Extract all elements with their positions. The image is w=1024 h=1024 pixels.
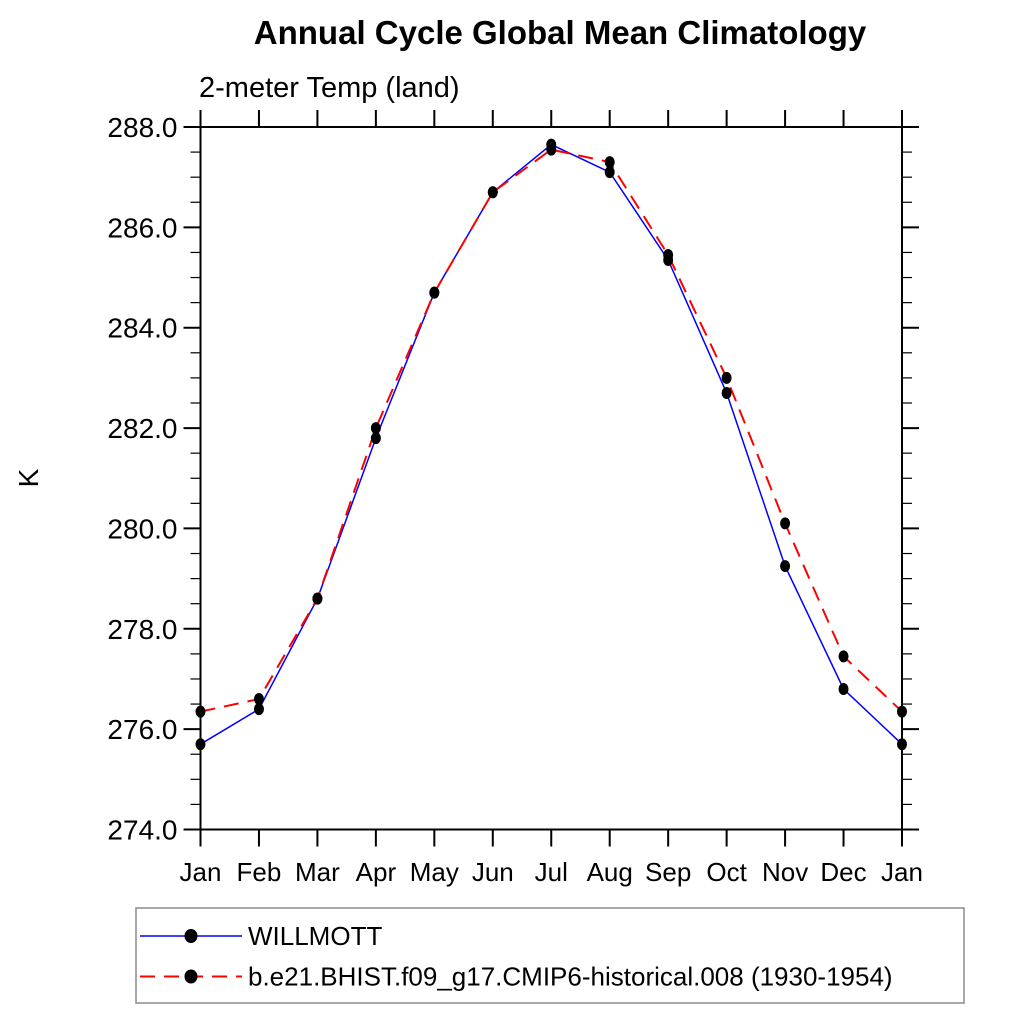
data-point-marker (312, 592, 323, 605)
x-tick-label: Nov (762, 857, 808, 887)
legend: WILLMOTT b.e21.BHIST.f09_g17.CMIP6-histo… (135, 907, 965, 1004)
data-point-marker (546, 143, 557, 156)
x-tick-label: Jun (472, 857, 514, 887)
data-point-marker (604, 156, 615, 169)
y-tick-label: 274.0 (107, 815, 177, 846)
x-tick-label: Jan (180, 857, 222, 887)
y-tick-label: 278.0 (107, 614, 177, 645)
y-tick-label: 284.0 (107, 313, 177, 344)
data-point-marker (370, 432, 381, 445)
plot-box (199, 126, 903, 831)
data-point-marker (897, 738, 907, 751)
y-tick-label: 280.0 (107, 513, 177, 544)
axes-layer: 274.0 276.0 278.0 280.0 282.0 284.0 286.0 288.0… (107, 110, 923, 887)
chart-title: Annual Cycle Global Mean Climatology (254, 14, 867, 51)
x-tick-label: Dec (820, 857, 866, 887)
y-tick-label: 286.0 (107, 212, 177, 243)
legend-label-model: b.e21.BHIST.f09_g17.CMIP6-historical.008… (248, 962, 893, 992)
series-line-willmott (200, 143, 903, 745)
data-point-marker (780, 517, 791, 530)
y-tick-label: 288.0 (107, 112, 177, 143)
data-point-marker (663, 248, 674, 261)
x-tick-label: Sep (645, 857, 691, 887)
data-point-marker (838, 683, 849, 695)
y-tick-label: 276.0 (107, 714, 177, 745)
data-point-marker (195, 738, 206, 751)
x-tick-label: Mar (295, 857, 340, 887)
data-point-marker (487, 186, 498, 199)
data-point-marker (780, 560, 791, 573)
x-tick-label: Oct (706, 857, 747, 887)
data-point-marker (253, 693, 264, 706)
y-tick-label: 282.0 (107, 413, 177, 444)
x-tick-label: Apr (356, 857, 397, 887)
data-point-marker (897, 705, 907, 718)
series-layer (195, 138, 907, 751)
x-tick-label: Jan (881, 857, 923, 887)
data-point-marker (253, 703, 264, 716)
legend-marker-willmott-icon (184, 929, 198, 943)
chart-subtitle: 2-meter Temp (land) (199, 72, 460, 104)
data-point-marker (195, 705, 206, 718)
data-point-marker (604, 166, 615, 179)
data-point-marker (429, 286, 440, 299)
x-tick-label: Jul (535, 857, 568, 887)
legend-marker-model-icon (184, 969, 198, 984)
legend-box (135, 907, 965, 1004)
legend-label-willmott: WILLMOTT (248, 921, 382, 951)
y-axis-title: K (13, 468, 44, 487)
series-line-model (200, 148, 903, 713)
x-tick-label: Feb (237, 857, 282, 887)
data-point-marker (721, 371, 732, 384)
data-point-marker (838, 650, 849, 663)
x-tick-label: Aug (587, 857, 633, 887)
x-tick-label: May (410, 857, 459, 887)
data-point-marker (721, 386, 732, 399)
data-point-marker (370, 422, 381, 435)
